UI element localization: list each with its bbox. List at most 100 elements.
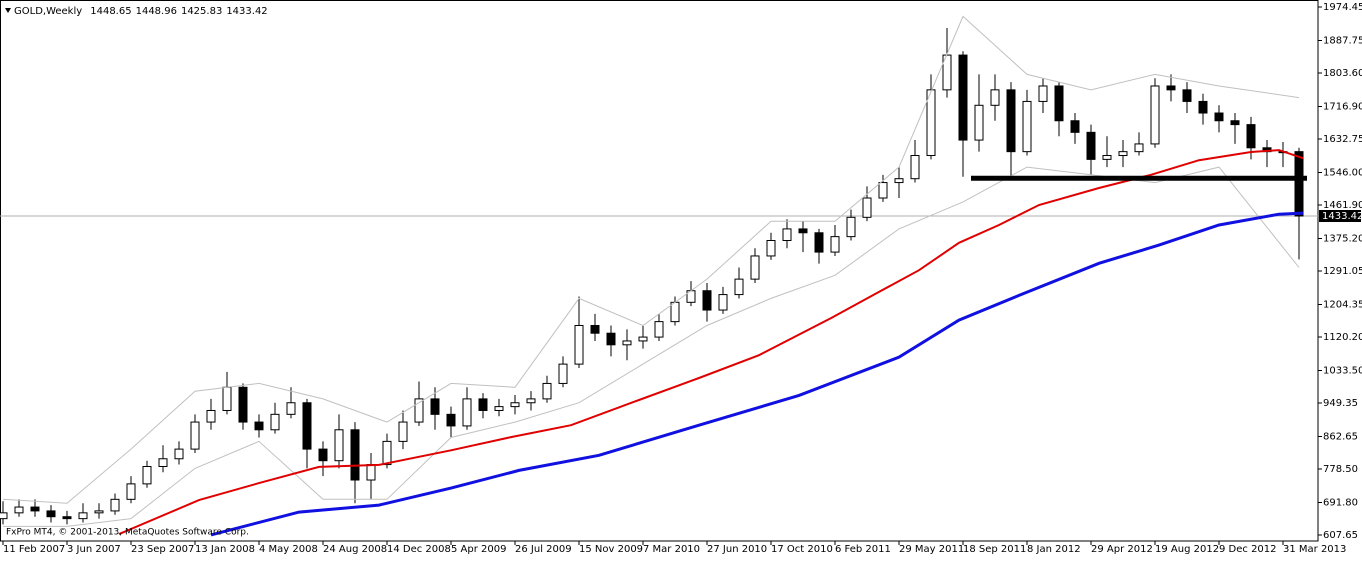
header-value: 1448.65 (90, 6, 131, 17)
candle-body (766, 240, 776, 257)
candle-body (654, 321, 664, 338)
y-tick-label: 1546.00 (1323, 168, 1362, 179)
y-tick-label: 1291.05 (1323, 266, 1362, 277)
x-tick-label: 27 Jun 2010 (707, 544, 767, 555)
candle-body (1150, 85, 1160, 145)
candle-body (494, 406, 504, 411)
x-tick-label: 9 Dec 2012 (1219, 544, 1277, 555)
candle-body (446, 413, 456, 427)
x-tick-label: 8 Jan 2012 (1027, 544, 1081, 555)
x-tick-label: 13 Jan 2008 (195, 544, 255, 555)
x-tick-label: 7 Mar 2010 (643, 544, 700, 555)
y-tick-label: 1974.45 (1323, 2, 1362, 13)
candle-body (1086, 131, 1096, 160)
candle-body (174, 448, 184, 460)
y-tick-label: 1887.75 (1323, 35, 1362, 46)
last-price-box (1319, 210, 1361, 223)
x-tick-label: 3 Jun 2007 (67, 544, 121, 555)
candle-body (542, 382, 552, 400)
candle-body (478, 398, 488, 411)
candle-body (462, 398, 472, 427)
y-tick-label: 1461.90 (1323, 200, 1362, 211)
candle-body (382, 440, 392, 466)
x-tick-label: 17 Oct 2010 (771, 544, 833, 555)
candle-body (46, 510, 56, 518)
candle-body (510, 402, 520, 408)
candle-body (78, 512, 88, 520)
candle-body (1038, 85, 1048, 102)
x-tick-label: 24 Aug 2008 (323, 544, 387, 555)
candle-body (558, 363, 568, 384)
candle-body (830, 236, 840, 253)
candle-body (910, 155, 920, 180)
candle-body (878, 182, 888, 199)
candle-body (894, 178, 904, 184)
plot-area (0, 15, 1318, 537)
header-value: 1448.96 (136, 6, 177, 17)
header-value: 1425.83 (181, 6, 222, 17)
candle-body (670, 301, 680, 323)
candle-body (206, 409, 216, 423)
y-tick-label: 607.65 (1323, 530, 1358, 541)
indicator-line (2, 15, 1300, 504)
indicator-line (3, 166, 1300, 527)
x-tick-label: 14 Dec 2008 (387, 544, 451, 555)
indicator-line (210, 211, 1304, 537)
candle-body (142, 465, 152, 485)
candle-body (1294, 151, 1304, 217)
x-tick-label: 4 May 2008 (259, 544, 318, 555)
candle-body (334, 429, 344, 462)
y-tick-label: 691.80 (1323, 497, 1358, 508)
candle-body (1182, 89, 1192, 102)
candle-body (30, 506, 40, 512)
x-tick-label: 11 Feb 2007 (3, 544, 65, 555)
y-tick-label: 862.65 (1323, 431, 1358, 442)
y-tick-label: 1716.90 (1323, 101, 1362, 112)
candle-body (1198, 100, 1208, 114)
candle-body (398, 421, 408, 442)
y-tick-label: 1120.20 (1323, 332, 1362, 343)
y-tick-label: 1204.35 (1323, 299, 1362, 310)
x-tick-label: 29 May 2011 (899, 544, 964, 555)
x-tick-label: 15 Nov 2009 (579, 544, 643, 555)
y-tick-label: 1375.20 (1323, 233, 1362, 244)
footer: FxPro MT4, © 2001-2013, MetaQuotes Softw… (6, 528, 249, 538)
candle-body (1246, 124, 1256, 149)
x-tick-label: 29 Apr 2012 (1091, 544, 1153, 555)
x-tick-label: 23 Sep 2007 (131, 544, 194, 555)
candle-body (1070, 120, 1080, 133)
candle-body (1230, 120, 1240, 126)
x-tick-label: 6 Feb 2011 (835, 544, 891, 555)
indicator-line (118, 149, 1304, 536)
candle-body (190, 421, 200, 450)
x-tick-label: 31 Mar 2013 (1283, 544, 1346, 555)
x-tick-label: 26 Jul 2009 (515, 544, 572, 555)
candle-body (526, 398, 536, 404)
candle-body (718, 294, 728, 311)
last-price-label: 1433.42 (1322, 211, 1362, 222)
x-tick-label: 5 Apr 2009 (451, 544, 506, 555)
candle-body (590, 324, 600, 334)
y-tick-label: 1632.75 (1323, 134, 1362, 145)
chart-title: GOLD,Weekly (14, 6, 82, 17)
candle-body (926, 89, 936, 157)
candle-body (622, 340, 632, 346)
candle-body (1214, 112, 1224, 122)
candle-body (574, 324, 584, 365)
candle-body (366, 464, 376, 481)
candle-body (1166, 85, 1176, 91)
candle-body (606, 332, 616, 346)
candle-body (318, 448, 328, 462)
y-tick-label: 949.35 (1323, 398, 1358, 409)
candle-body (1006, 89, 1016, 153)
candle-body (1022, 100, 1032, 153)
candle-body (62, 516, 72, 520)
candle-body (222, 386, 232, 411)
title-arrow (5, 8, 11, 13)
candle-body (94, 510, 104, 514)
candle-body (0, 512, 8, 520)
candle-body (846, 216, 856, 238)
candle-body (638, 336, 648, 342)
candle-body (1054, 85, 1064, 122)
